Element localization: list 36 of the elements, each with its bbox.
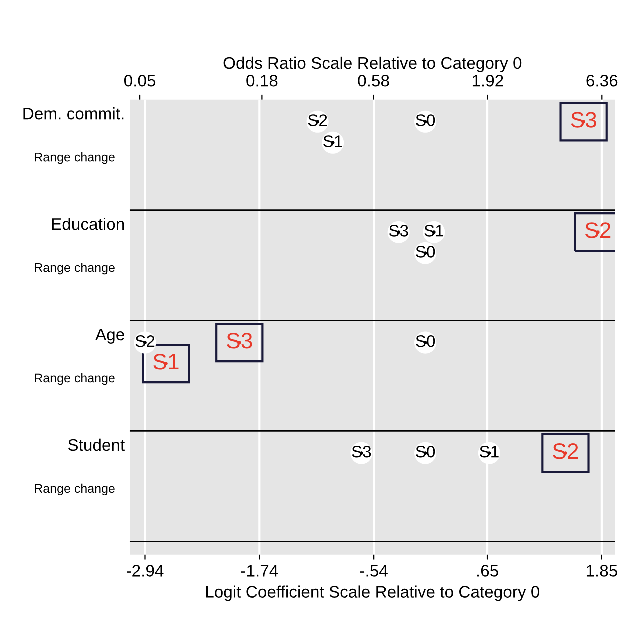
text: S2 [308,114,328,126]
text: S0 [416,246,436,258]
x2-tick-label: 0.58 [358,75,390,87]
text: S2 [136,335,155,348]
y-tick-label: Dem. commit. [24,108,124,120]
x-tick-label: -.54 [360,565,388,577]
text: S2 [553,444,578,460]
text: S3 [571,112,596,128]
series-label: S1 [154,354,179,370]
series-label: S3 [227,333,252,349]
text: S1 [480,446,499,458]
text: Range change [35,152,115,164]
text: S3 [352,446,372,458]
text: S1 [324,136,342,148]
x2-tick-label: 0.18 [246,75,278,87]
x2-tick-label: 0.05 [124,75,156,87]
y-tick-label: Student [68,438,126,452]
series-label: S2 [586,222,611,238]
x-tick-label: .65 [477,565,498,577]
y-tick-label: Education [52,218,124,230]
y-tick-label: Age [96,329,124,344]
text: Range change [35,373,115,386]
series-label: S0 [416,446,436,458]
x-tick-label: -1.74 [241,565,278,577]
x-tick-label: 1.85 [586,565,618,577]
x-axis-title: Logit Coefficient Scale Relative to Category 0 [206,586,540,602]
x2-axis-title: Odds Ratio Scale Relative to Category 0 [224,56,522,72]
text: Range change [35,262,115,275]
text: S1 [424,225,444,237]
text: S3 [389,225,408,237]
x-tick-label: -2.94 [126,565,164,577]
text: S0 [416,335,436,348]
text: S0 [416,114,436,126]
text: Range change [35,484,115,496]
x2-tick-label: 6.36 [586,75,618,87]
x2-tick-label: 1.92 [472,75,504,87]
